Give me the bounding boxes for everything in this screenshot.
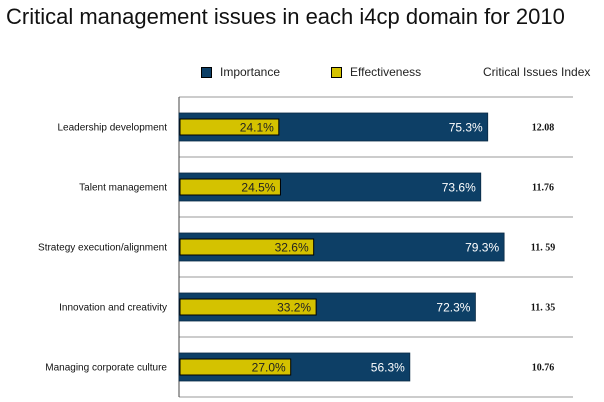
effectiveness-value-label: 27.0% — [252, 361, 286, 375]
legend-effectiveness-label: Effectiveness — [350, 65, 422, 79]
effectiveness-bar — [179, 358, 292, 376]
critical-issues-index-value: 11. 59 — [531, 243, 555, 254]
critical-issues-index-value: 11.76 — [532, 183, 554, 194]
critical-issues-index-value: 10.76 — [532, 363, 555, 374]
effectiveness-value-label: 24.1% — [240, 121, 274, 135]
legend-effectiveness: Effectiveness — [331, 65, 421, 79]
critical-issues-index-value: 11. 35 — [531, 303, 555, 314]
critical-issues-index-header: Critical Issues Index — [483, 65, 591, 79]
critical-issues-index-value: 12.08 — [532, 123, 555, 134]
legend-importance-swatch — [201, 66, 212, 78]
category-label: Strategy execution/alignment — [38, 243, 167, 254]
category-label: Talent management — [79, 183, 167, 194]
effectiveness-bar — [179, 118, 280, 136]
effectiveness-value-label: 24.5% — [241, 181, 275, 195]
importance-value-label: 73.6% — [442, 181, 476, 195]
category-label: Innovation and creativity — [59, 303, 167, 314]
importance-value-label: 79.3% — [465, 241, 499, 255]
category-label: Managing corporate culture — [45, 363, 167, 374]
importance-value-label: 75.3% — [449, 121, 483, 135]
effectiveness-bar — [179, 238, 315, 256]
importance-value-label: 72.3% — [436, 301, 470, 315]
effectiveness-value-label: 33.2% — [277, 301, 311, 315]
effectiveness-bar — [179, 298, 317, 316]
legend-importance-label: Importance — [220, 65, 281, 79]
category-label: Leadership development — [57, 123, 167, 134]
effectiveness-bar — [179, 178, 281, 196]
legend-importance: Importance — [201, 65, 280, 79]
chart-title: Critical management issues in each i4cp … — [6, 4, 565, 29]
importance-value-label: 56.3% — [371, 361, 405, 375]
effectiveness-value-label: 32.6% — [275, 241, 309, 255]
legend-effectiveness-swatch — [331, 66, 342, 78]
